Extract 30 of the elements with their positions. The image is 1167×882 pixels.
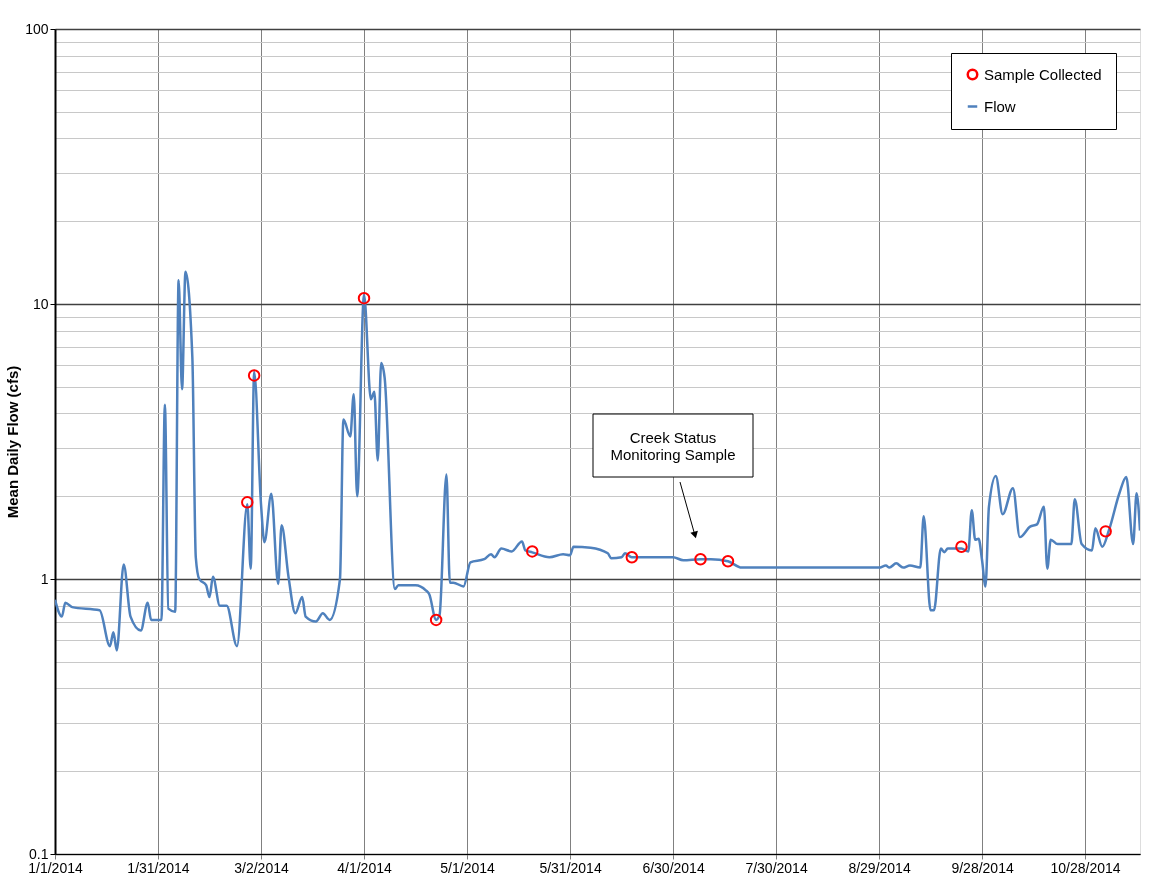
y-axis-title: Mean Daily Flow (cfs)	[4, 365, 22, 519]
x-tick-label: 7/30/2014	[745, 859, 808, 876]
point	[241, 496, 254, 509]
point	[721, 555, 735, 568]
point	[247, 369, 261, 382]
x-tick-label: 6/30/2014	[642, 859, 705, 876]
x-tick-label: 1/1/2014	[28, 859, 83, 876]
point	[955, 540, 968, 553]
x-tick-label: 4/1/2014	[337, 859, 392, 876]
y-tick-label: 100	[25, 20, 49, 37]
y-tick-label: 1	[40, 570, 49, 587]
y-tick-label: 0.1	[29, 845, 49, 862]
x-tick-label: 5/1/2014	[440, 859, 495, 876]
point	[357, 291, 371, 305]
point	[526, 545, 539, 558]
annotation: Creek Status Monitoring Sample	[610, 429, 736, 463]
point	[694, 553, 707, 566]
line-series	[55, 270, 1140, 652]
point	[429, 613, 443, 627]
x-tick-label: 10/28/2014	[1050, 859, 1121, 876]
x-tick-label: 5/31/2014	[539, 859, 602, 876]
legend-label: Sample Collected	[984, 65, 1102, 83]
x-tick-label: 8/29/2014	[848, 859, 911, 876]
point	[625, 550, 639, 564]
legend-label: Flow	[984, 97, 1016, 115]
x-tick-label: 9/28/2014	[951, 859, 1014, 876]
point	[1099, 525, 1112, 538]
x-tick-label: 3/2/2014	[234, 859, 289, 876]
y-tick-label: 10	[32, 295, 49, 312]
x-tick-label: 1/31/2014	[127, 859, 190, 876]
